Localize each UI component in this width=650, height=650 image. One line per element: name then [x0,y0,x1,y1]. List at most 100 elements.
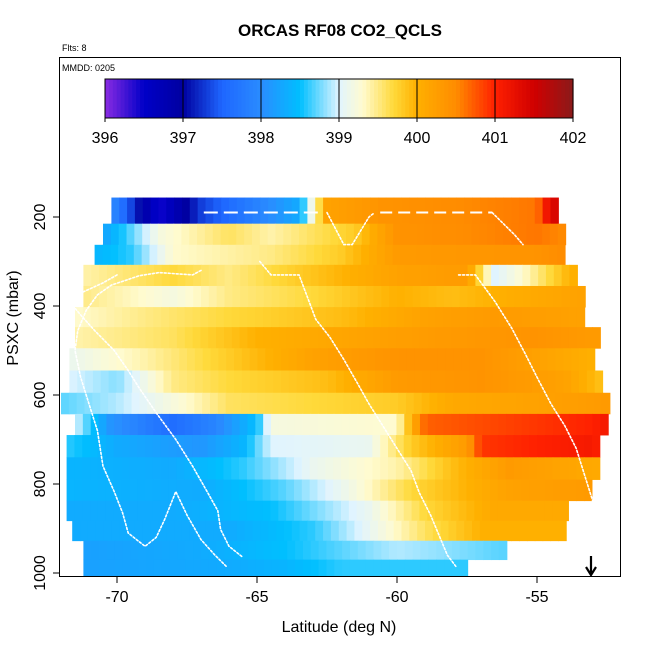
heatmap-cell [523,392,532,415]
heatmap-cell [100,392,109,415]
colorbar-swatch [374,79,379,118]
colorbar-swatch [479,79,484,118]
colorbar-swatch [163,79,168,118]
heatmap-cell [317,500,326,522]
colorbar-swatch [307,79,313,118]
heatmap-cell [451,540,461,561]
heatmap-cell [189,197,199,225]
heatmap-cell [384,244,394,266]
heatmap-cell [553,307,562,328]
heatmap-cell [189,520,199,542]
heatmap-cell [106,307,115,328]
heatmap-cell [514,307,523,328]
heatmap-cell [252,197,261,225]
heatmap-cell [239,327,249,349]
heatmap-cell [430,348,439,371]
heatmap-cell [571,370,580,394]
heatmap-cell [100,370,110,394]
colorbar-swatch [397,79,402,118]
colorbar-tick-label: 401 [482,130,509,147]
heatmap-cell [403,479,413,502]
colorbar-swatch [268,79,274,118]
colorbar-swatch [389,79,395,118]
colorbar-swatch [186,79,192,118]
heatmap-cell [366,392,376,415]
colorbar-swatch [249,79,254,118]
colorbar-swatch [432,79,438,118]
heatmap-cell [337,244,347,266]
heatmap-cell [476,392,485,415]
colorbar-swatch [409,79,414,118]
colorbar-swatch [144,79,149,118]
heatmap-cell [508,348,517,371]
heatmap-cell [163,370,172,394]
heatmap-cell [537,479,546,502]
heatmap-cell [279,559,288,576]
heatmap-cell [562,392,572,415]
heatmap-cell [497,479,507,502]
heatmap-cell [479,223,488,246]
heatmap-cell [186,392,195,415]
colorbar-swatch [549,79,555,118]
heatmap-cell [231,479,240,502]
heatmap-cell [181,223,190,246]
heatmap-cell [357,285,367,308]
heatmap-cell [398,370,408,394]
heatmap-cell [373,540,382,561]
heatmap-cell [416,223,426,246]
heatmap-cell [445,370,455,394]
heatmap-cell [208,559,218,576]
heatmap-cell [411,479,420,502]
heatmap-cell [282,244,292,266]
heatmap-cell [500,370,510,394]
heatmap-cell [249,348,259,371]
heatmap-cell [525,244,535,266]
heatmap-cell [349,264,359,287]
heatmap-cell [333,413,343,436]
heatmap-cell [545,413,554,436]
heatmap-cell [161,540,171,561]
flights-note: Flts: 8 [62,43,87,53]
heatmap-cell [192,457,201,480]
heatmap-cell [373,559,382,576]
heatmap-cell [207,457,217,480]
heatmap-cell [419,500,428,522]
colorbar-swatch [537,79,543,118]
colorbar-swatch [292,79,297,118]
heatmap-cell [260,520,269,542]
heatmap-cell [372,307,382,328]
heatmap-cell [329,244,339,266]
colorbar-swatch [288,79,293,118]
heatmap-cell [323,197,332,225]
heatmap-cell [370,520,379,542]
heatmap-cell [155,392,164,415]
heatmap-cell [437,348,447,371]
heatmap-cell [254,500,264,522]
colorbar-swatch [448,79,453,118]
heatmap-cell [545,327,554,349]
heatmap-cell [271,327,280,349]
heatmap-cell [563,348,572,371]
heatmap-cell [296,348,306,371]
heatmap-cell [505,479,515,502]
heatmap-cell [513,479,522,502]
heatmap-cell [293,479,303,502]
heatmap-cell [591,435,601,458]
heatmap-cell [325,435,334,458]
heatmap-cell [145,435,154,458]
heatmap-cell [487,223,496,246]
heatmap-cell [153,540,163,561]
colorbar-swatch [530,79,535,118]
heatmap-cell [193,285,202,308]
heatmap-cell [257,392,266,415]
colorbar-swatch [401,79,406,118]
heatmap-cell [192,413,202,436]
heatmap-cell [236,197,246,225]
heatmap-cell [169,327,178,349]
heatmap-cell [416,244,425,266]
heatmap-cell [437,392,446,415]
heatmap-cell [506,307,515,328]
heatmap-cell [234,370,243,394]
y-tick-label: 1000 [32,555,49,591]
heatmap-cell [239,307,249,328]
